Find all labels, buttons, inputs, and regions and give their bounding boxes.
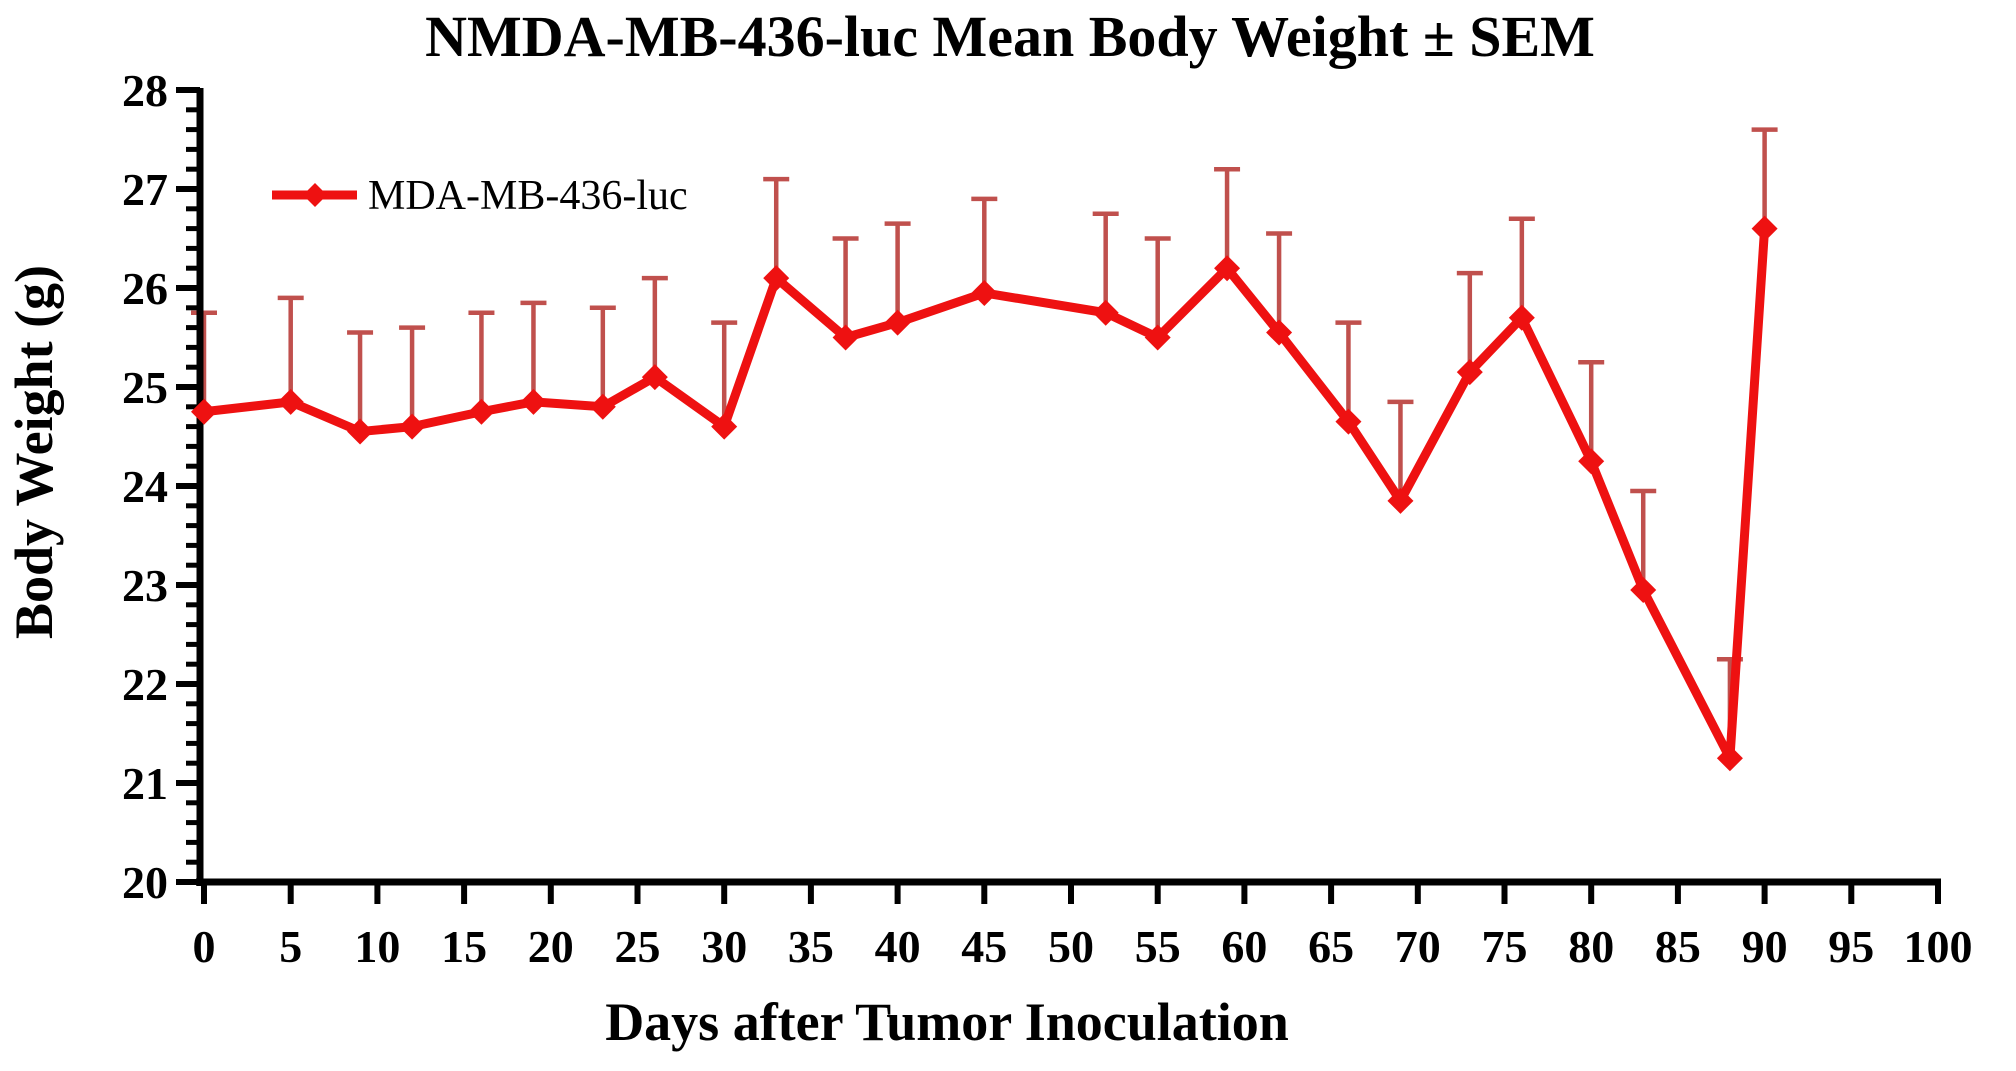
y-tick-label: 24 <box>122 461 168 512</box>
data-point-diamond <box>1144 324 1171 351</box>
x-tick-label: 20 <box>528 921 574 972</box>
x-tick-label: 80 <box>1568 921 1614 972</box>
data-point-diamond <box>347 418 374 445</box>
x-tick-label: 40 <box>875 921 921 972</box>
x-axis-label: Days after Tumor Inoculation <box>605 992 1289 1052</box>
x-tick-label: 5 <box>279 921 302 972</box>
y-tick-label: 25 <box>122 362 168 413</box>
y-tick-label: 26 <box>122 263 168 314</box>
data-point-diamond <box>1716 745 1743 772</box>
x-tick-label: 70 <box>1395 921 1441 972</box>
x-tick-label: 15 <box>441 921 487 972</box>
x-tick-label: 75 <box>1482 921 1528 972</box>
x-tick-label: 100 <box>1904 921 1973 972</box>
y-axis-label: Body Weight (g) <box>4 265 64 639</box>
y-tick-label: 22 <box>122 659 168 710</box>
x-tick-label: 30 <box>701 921 747 972</box>
x-tick-label: 50 <box>1048 921 1094 972</box>
data-point-diamond <box>1508 304 1535 331</box>
data-point-diamond <box>399 413 426 440</box>
data-point-diamond <box>641 364 668 391</box>
series-group <box>191 215 1778 772</box>
legend: MDA-MB-436-luc <box>272 173 688 219</box>
data-point-diamond <box>1578 448 1605 475</box>
data-point-diamond <box>1092 299 1119 326</box>
y-tick-label: 28 <box>122 65 168 116</box>
y-tick-label: 27 <box>122 164 168 215</box>
data-point-diamond <box>277 388 304 415</box>
legend-diamond-icon <box>303 183 327 207</box>
data-point-diamond <box>589 393 616 420</box>
data-point-diamond <box>1335 408 1362 435</box>
x-tick-label: 65 <box>1308 921 1354 972</box>
y-tick-label: 21 <box>122 758 168 809</box>
x-tick-label: 90 <box>1742 921 1788 972</box>
data-point-diamond <box>520 388 547 415</box>
y-tick-label: 23 <box>122 560 168 611</box>
x-tick-label: 85 <box>1655 921 1701 972</box>
series-line <box>203 228 1770 763</box>
x-tick-label: 0 <box>193 921 216 972</box>
data-point-diamond <box>763 265 790 292</box>
data-point-diamond <box>191 398 217 425</box>
data-point-diamond <box>468 398 495 425</box>
y-tick-label: 20 <box>122 857 168 908</box>
legend-label: MDA-MB-436-luc <box>368 173 688 219</box>
data-point-diamond <box>1751 215 1778 242</box>
data-point-diamond <box>1630 576 1657 603</box>
data-point-diamond <box>971 279 998 306</box>
data-point-diamond <box>884 309 911 336</box>
x-tick-label: 55 <box>1135 921 1181 972</box>
x-tick-label: 95 <box>1828 921 1874 972</box>
data-point-diamond <box>1214 255 1241 282</box>
chart-title: NMDA-MB-436-luc Mean Body Weight ± SEM <box>425 4 1595 69</box>
error-bars-group <box>191 127 1778 759</box>
ticks-group: 20 21 22 23 24 25 26 27 28 0 5 10 15 20 25 30 35 40 45 50 55… <box>122 65 1973 972</box>
x-tick-label: 35 <box>788 921 834 972</box>
x-tick-label: 25 <box>615 921 661 972</box>
data-point-diamond <box>711 413 738 440</box>
data-point-diamond <box>1387 487 1414 514</box>
x-tick-label: 45 <box>961 921 1007 972</box>
x-tick-label: 10 <box>354 921 400 972</box>
data-point-diamond <box>1266 319 1293 346</box>
data-point-diamond <box>832 324 859 351</box>
data-point-diamond <box>1456 359 1483 386</box>
x-tick-label: 60 <box>1221 921 1267 972</box>
